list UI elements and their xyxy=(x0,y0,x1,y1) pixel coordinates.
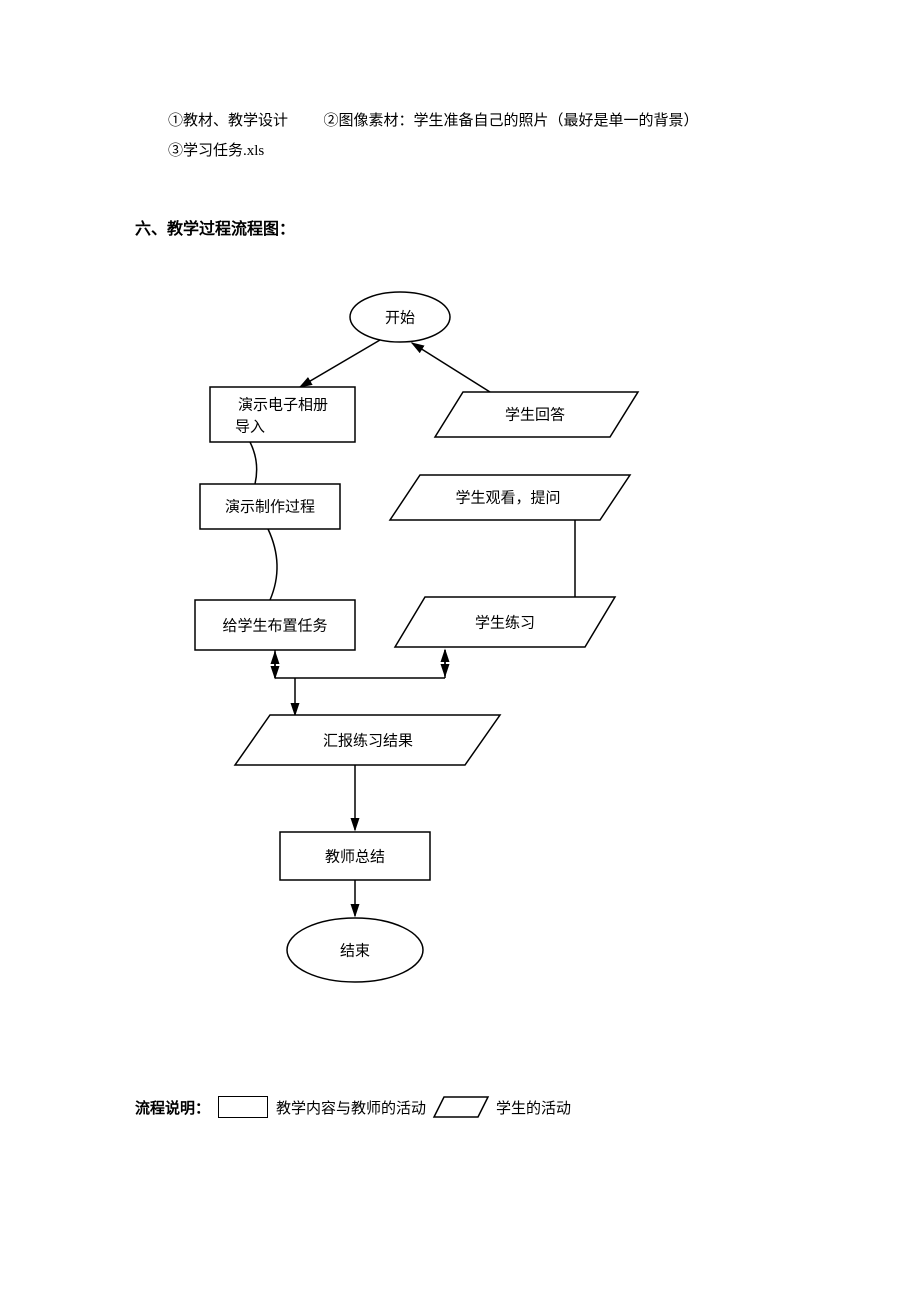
node-student-answer-label: 学生回答 xyxy=(505,406,565,423)
node-demo-album-label-2: 导入 xyxy=(235,419,265,435)
node-student-watch-label: 学生观看，提问 xyxy=(455,489,560,506)
node-demo-album-label-1: 演示电子相册 xyxy=(238,396,328,413)
node-demo-album xyxy=(210,387,355,442)
node-start-label: 开始 xyxy=(385,309,415,326)
node-assign-task-label: 给学生布置任务 xyxy=(222,617,327,634)
edge-start-demo-album xyxy=(300,340,380,387)
node-teacher-summary-label: 教师总结 xyxy=(325,848,385,865)
edge-answer-to-start xyxy=(412,343,490,392)
legend-teacher-text: 教学内容与教师的活动 xyxy=(276,1097,426,1118)
node-report-result-label: 汇报练习结果 xyxy=(323,732,413,749)
legend-student-text: 学生的活动 xyxy=(496,1097,571,1118)
legend: 流程说明： 教学内容与教师的活动 学生的活动 xyxy=(135,1095,571,1119)
legend-parallelogram-icon xyxy=(432,1095,490,1119)
flowchart: 开始 演示电子相册 导入 学生回答 演示制作过程 学生观看，提问 给学生布置任务… xyxy=(0,0,920,1010)
node-demo-process-label: 演示制作过程 xyxy=(225,498,315,515)
edge-demo-album-to-process xyxy=(250,442,257,484)
legend-prefix: 流程说明： xyxy=(135,1097,210,1118)
legend-rect-icon xyxy=(218,1096,268,1118)
node-end-label: 结束 xyxy=(340,942,370,959)
node-student-practice-label: 学生练习 xyxy=(475,614,535,631)
edge-process-to-assign xyxy=(268,529,277,600)
